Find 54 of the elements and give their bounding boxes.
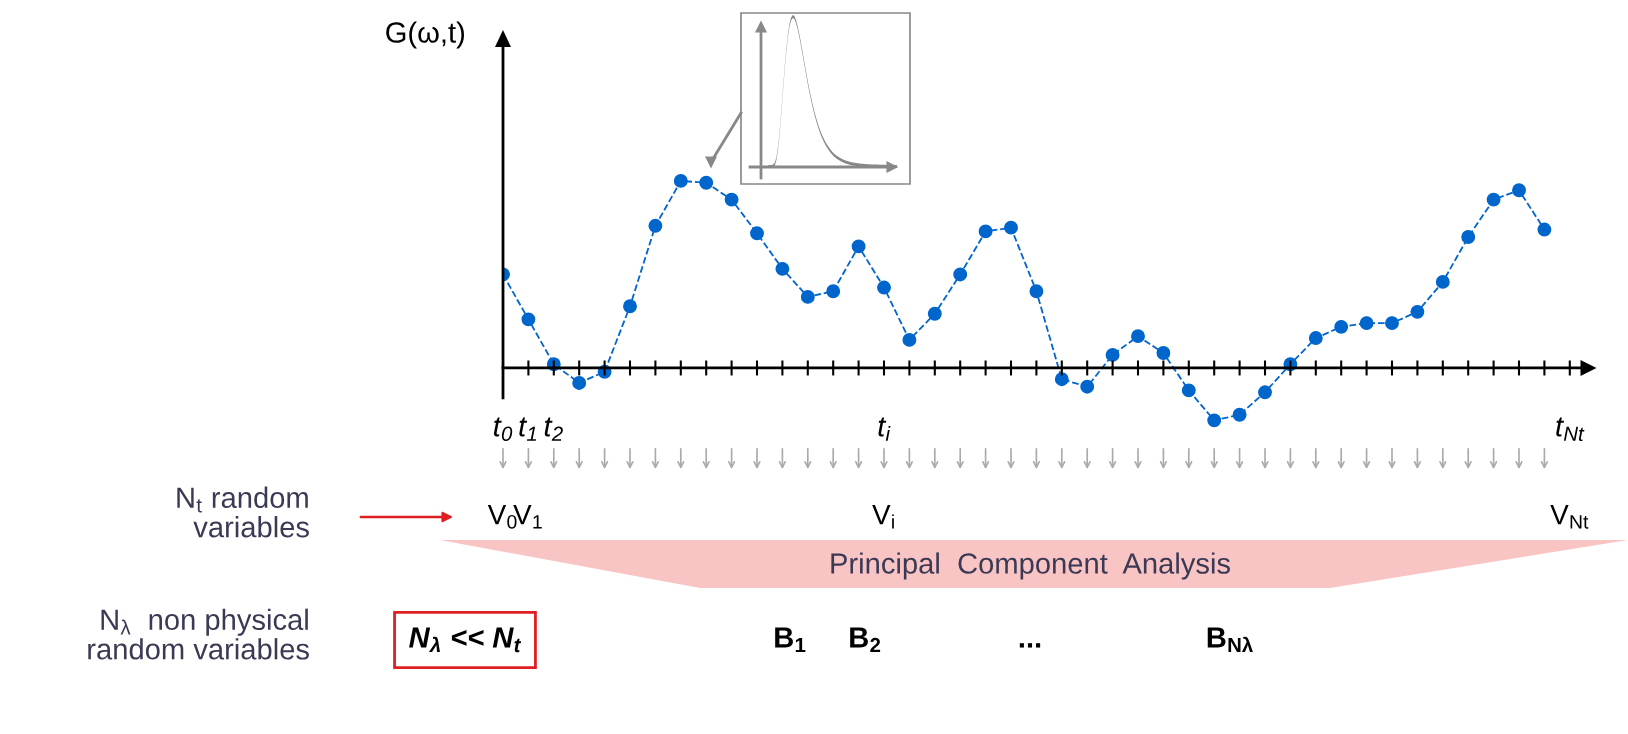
point [1080,379,1095,394]
text: B$_{2}$ [850,627,881,653]
point [1029,284,1044,299]
text: V$_{i}$ [872,505,894,529]
point [1334,319,1349,334]
point [1308,331,1323,345]
x-tick-label: t$_{2}$ [544,417,563,441]
point [1486,192,1501,207]
point [1512,183,1526,198]
point [902,332,917,347]
y-axis-title: G(ω,t) [386,21,465,49]
point [572,375,587,390]
point [699,175,714,190]
x-tick-label: t$_{i}$ [878,417,891,441]
text: N$_{t}$ random variables [177,486,309,538]
text: V$_{Nt}$ [1550,505,1589,529]
point [1435,274,1450,289]
x-tick-label: t$_{Nt}$ [1556,417,1585,442]
point [521,312,536,327]
point [826,284,841,299]
point [1156,346,1171,360]
point [978,224,993,239]
point [1054,372,1069,387]
point [800,289,815,304]
point [1232,407,1247,422]
point [1461,230,1476,244]
text: N$_{λ}$ << N$_{t}$ [409,627,522,653]
point [775,261,790,276]
point [673,173,688,188]
point [877,280,891,295]
point [1258,385,1272,400]
point [1207,413,1222,428]
point [851,239,866,254]
point [623,299,637,314]
x-tick-label: t$_{0}$ [493,417,513,442]
point [750,226,764,241]
point [1181,383,1196,398]
point [648,218,663,233]
text: ... [1019,643,1041,648]
text: B$_{Nλ}$ [1207,627,1253,653]
point [1131,329,1145,344]
point [1105,347,1120,362]
point [953,267,968,282]
text: B$_{1}$ [775,627,806,653]
point [1537,222,1552,237]
point [1385,316,1399,331]
point [1359,316,1374,331]
x-tick-label: t$_{1}$ [519,417,537,441]
point [724,192,739,207]
text: N$_{λ}$ non physical random variables [88,608,309,660]
point [1004,220,1018,235]
point [927,306,942,321]
point [1410,304,1425,319]
text: Principal Component Analysis [831,552,1230,580]
